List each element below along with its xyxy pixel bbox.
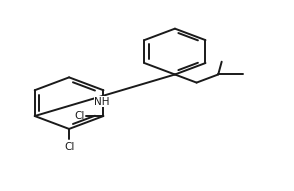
Text: Cl: Cl xyxy=(64,142,74,152)
Text: Cl: Cl xyxy=(74,111,84,121)
Text: NH: NH xyxy=(94,97,110,107)
